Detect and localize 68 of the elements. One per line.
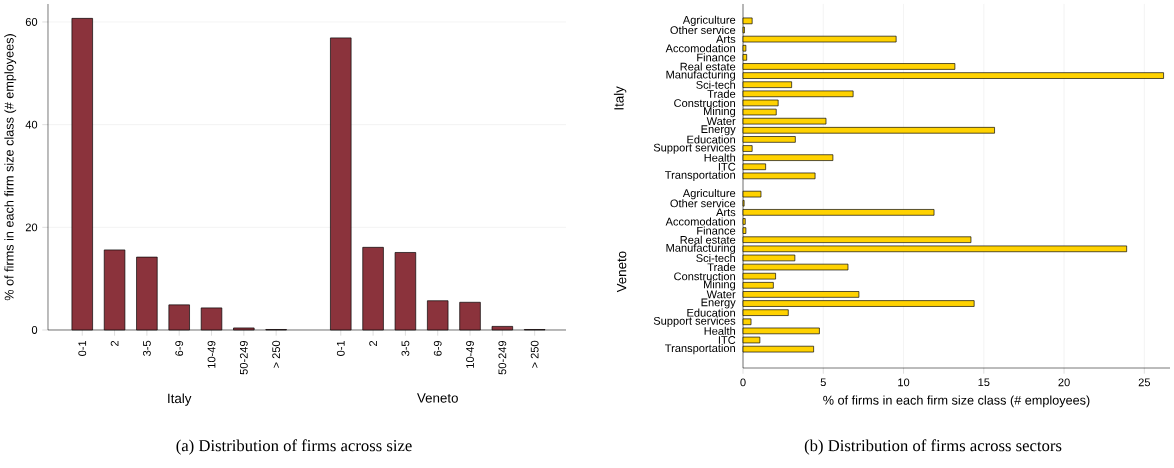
y-tick-label: Water [706,290,736,299]
y-tick-label: Agriculture [682,15,736,27]
x-tick-label: 0 [740,378,746,387]
x-tick-label: 15 [978,378,990,387]
y-tick-label: ITC [718,162,736,171]
y-tick-label: Manufacturing [666,243,735,254]
x-tick-label: 2 [110,340,119,346]
y-tick-label: Support services [653,143,736,154]
x-tick-label: > 250 [272,340,281,368]
y-tick-label: Accomodation [665,44,735,53]
text: Veneto [616,251,627,293]
y-tick-label: Sci-tech [696,80,735,89]
x-tick-label: 3-5 [401,340,410,356]
text: Italy [168,393,192,406]
y-tick-label: Health [704,153,735,162]
y-tick-label: 60 [25,18,38,26]
y-tick-label: Education [687,308,735,317]
y-tick-label: 0 [31,326,38,334]
y-tick-label: Health [704,326,735,335]
x-axis-title: % of firms in each firm size class (# employees) [823,395,1090,408]
text: (b) Distribution of firms across sectors [804,439,1062,455]
x-tick-label: 20 [1058,378,1070,387]
x-tick-label: 6-9 [175,340,184,356]
x-tick-label: 6-9 [433,340,442,356]
y-tick-label: Trade [707,89,736,98]
y-tick-label: Finance [697,53,736,62]
y-tick-label: Support services [653,316,736,327]
x-tick-label: 10-49 [207,340,216,368]
x-tick-label: 25 [1138,378,1151,387]
y-tick-label: Water [706,117,736,126]
y-tick-label: Energy [701,125,736,136]
x-tick-label: 0-1 [336,340,345,356]
text: Italy [613,86,627,110]
x-tick-label: 10 [898,378,910,387]
y-tick-label: Accomodation [665,217,735,226]
y-tick-label: Manufacturing [666,70,735,81]
x-tick-label: 5 [820,378,826,387]
y-tick-label: Trade [707,263,736,272]
y-tick-label: 40 [25,120,38,129]
text: (a) Distribution of firms across size [176,439,412,455]
x-tick-label: 0-1 [78,340,87,356]
x-tick-label: 10-49 [466,340,474,368]
x-tick-label: > 250 [530,340,539,368]
y-tick-label: Education [687,135,735,144]
y-tick-label: Real estate [680,62,736,71]
y-tick-label: 20 [25,223,38,232]
y-tick-label: Real estate [680,235,736,244]
y-tick-label: Construction [674,98,735,107]
y-tick-label: Mining [704,106,735,118]
y-tick-label: Other service [670,25,736,35]
x-tick-label: 50-249 [239,340,248,375]
y-tick-label: Other service [670,199,736,208]
y-axis-title: % of firms in each firm size class (# employees) [4,34,17,301]
y-tick-label: Arts [716,208,736,217]
y-tick-label: ITC [718,336,736,344]
y-tick-label: Agriculture [682,188,736,200]
y-tick-label: Arts [716,35,736,43]
y-tick-label: Mining [704,280,735,291]
y-tick-label: Finance [697,226,736,235]
x-tick-label: 2 [369,340,377,346]
x-tick-label: 3-5 [142,340,151,356]
x-tick-label: 50-249 [498,340,507,375]
y-tick-label: Transportation [665,170,735,182]
y-tick-label: Sci-tech [696,253,735,263]
y-tick-label: Energy [701,298,736,309]
y-tick-label: Construction [674,272,735,281]
y-tick-label: Transportation [665,343,735,355]
text: Veneto [417,393,458,403]
